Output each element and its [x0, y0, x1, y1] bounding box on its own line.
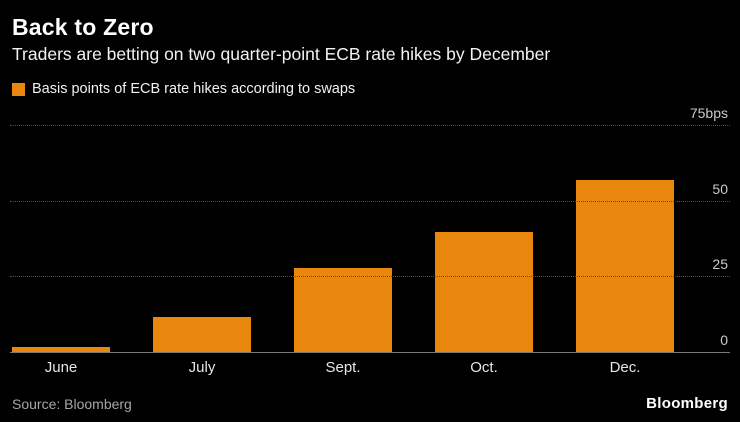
bar-rect — [12, 346, 110, 353]
y-tick-label-50: 50 — [712, 180, 728, 197]
legend: Basis points of ECB rate hikes according… — [12, 80, 730, 98]
legend-swatch-icon — [12, 82, 25, 96]
gridline-0 — [10, 352, 730, 353]
chart-subtitle: Traders are betting on two quarter-point… — [12, 44, 551, 64]
legend-label: Basis points of ECB rate hikes according… — [32, 81, 356, 97]
footer: Source: Bloomberg Bloomberg — [10, 395, 728, 412]
x-tick-label-dec: Dec. — [609, 359, 641, 376]
x-tick-label-oct: Oct. — [470, 359, 498, 376]
bar-rect — [576, 180, 674, 353]
bar-rect — [294, 268, 392, 353]
bar-column-july — [153, 126, 251, 353]
bar-rect — [153, 316, 251, 353]
y-tick-label-0: 0 — [720, 332, 728, 348]
y-tick-label-75: 75bps — [689, 105, 728, 121]
plot-area: 0 25 50 75bps — [10, 106, 730, 353]
bloomberg-logo: Bloomberg — [646, 395, 728, 412]
x-tick-label-sept: Sept. — [325, 359, 361, 376]
y-tick-label-25: 25 — [712, 256, 728, 273]
chart-title: Back to Zero — [12, 14, 154, 40]
source-credit: Source: Bloomberg — [12, 396, 132, 412]
bar-column-oct — [435, 126, 533, 353]
gridline-75 — [10, 125, 730, 126]
gridline-50 — [10, 200, 730, 202]
bars-row — [12, 126, 674, 353]
x-axis-labels: June July Sept. Oct. Dec. — [12, 359, 674, 376]
bar-rect — [435, 231, 533, 353]
gridline-25 — [10, 276, 730, 278]
bar-column-dec — [576, 126, 674, 353]
bar-column-sept — [294, 126, 392, 353]
bar-column-june — [12, 126, 110, 353]
x-tick-label-july: July — [188, 359, 216, 376]
x-tick-label-june: June — [44, 359, 78, 376]
